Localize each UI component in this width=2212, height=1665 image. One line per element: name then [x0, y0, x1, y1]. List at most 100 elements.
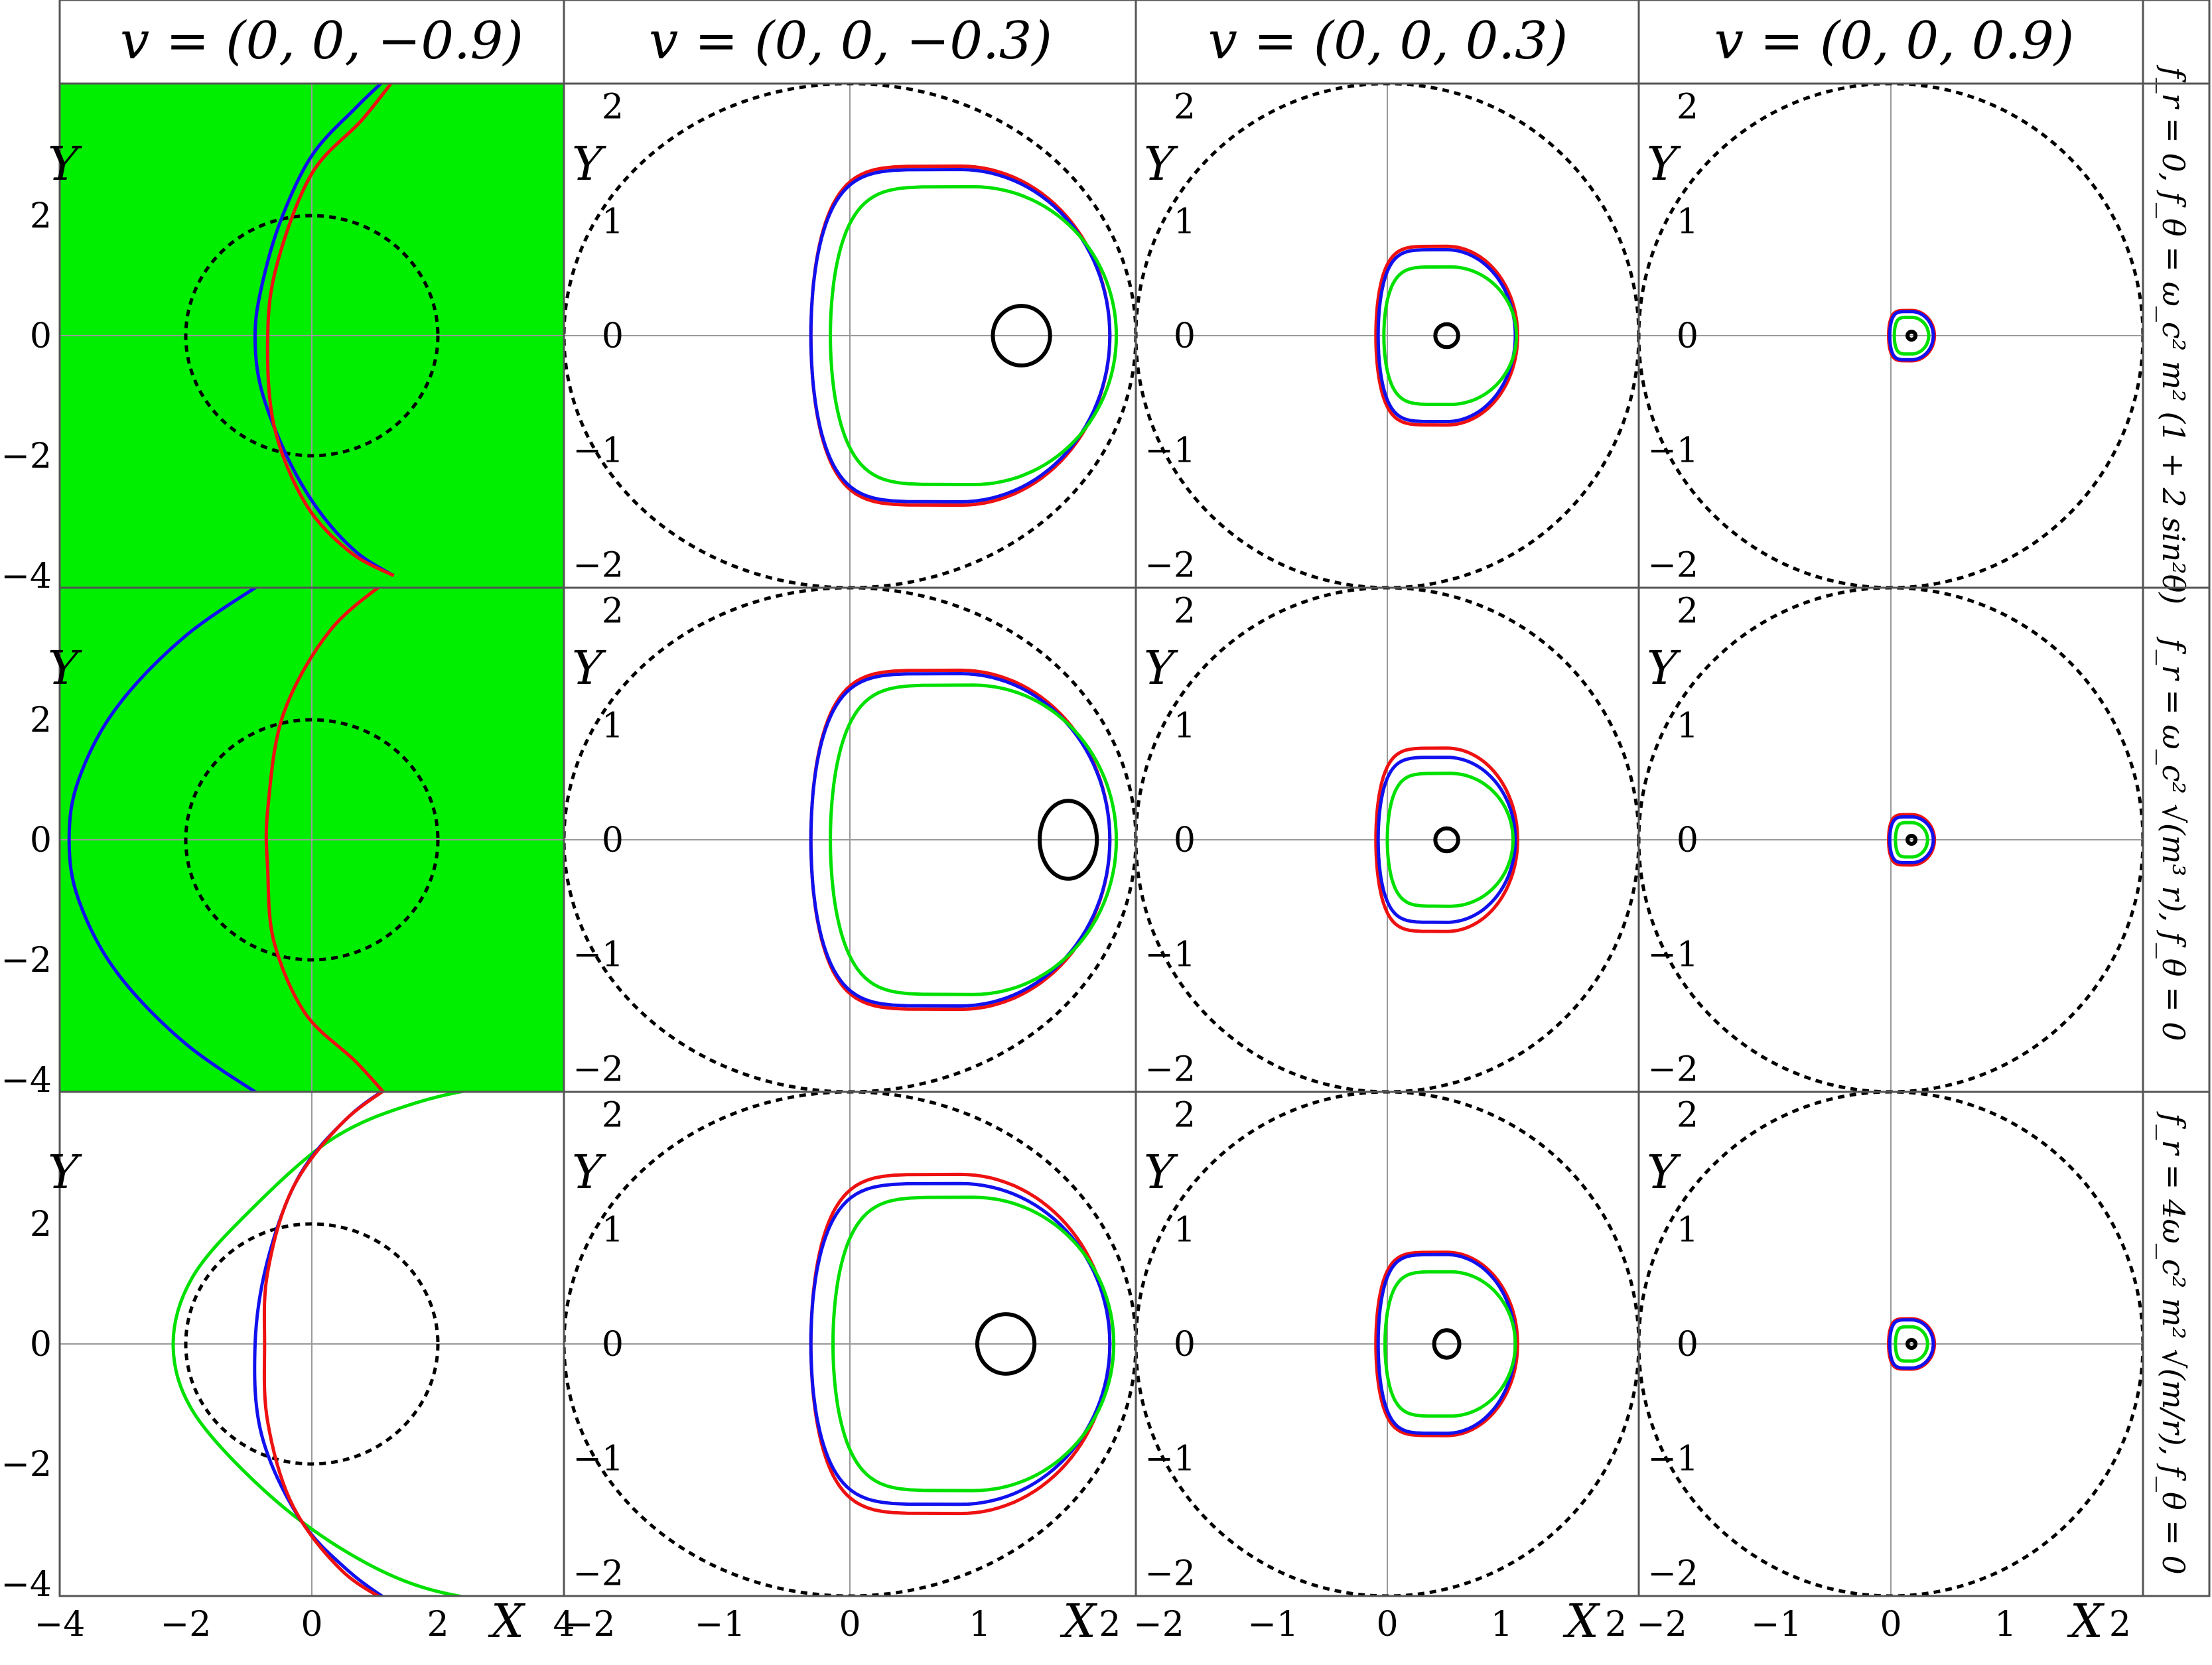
y-tick-label-r3c1: −4 — [1, 1565, 52, 1605]
y-tick-label-r3c2: 2 — [602, 1096, 624, 1136]
row-label-1: f_r = 0, f_θ = ω_c² m² (1 + 2 sin²θ) — [2156, 65, 2191, 605]
x-tick-label-r3c3: −1 — [1247, 1605, 1298, 1644]
x-tick-label-r3c3: 2 — [1605, 1605, 1627, 1644]
x-tick-label-r3c4: 0 — [1880, 1605, 1901, 1644]
y-tick-label-r3c3: 2 — [1174, 1096, 1196, 1136]
x-tick-label-r3c4: −1 — [1751, 1605, 1802, 1644]
panel-r1c3 — [1136, 84, 1639, 588]
series-blue-r2c4 — [1888, 815, 1935, 864]
panel-r3c2 — [564, 1092, 1136, 1596]
y-axis-label-r2c3: Y — [1144, 641, 1178, 695]
x-tick-label-r3c2: −2 — [565, 1605, 616, 1644]
plot-area-r1c3 — [1136, 84, 1639, 588]
y-tick-label-r3c4: −2 — [1647, 1554, 1698, 1593]
y-tick-label-r3c4: 2 — [1677, 1096, 1698, 1136]
dashed-circle-r1c1 — [184, 214, 440, 458]
y-tick-label-r2c1: 0 — [30, 821, 52, 860]
y-tick-label-r2c3: 2 — [1174, 592, 1196, 632]
plot-area-r3c3 — [1136, 1092, 1639, 1596]
series-green-r2c4 — [1894, 821, 1929, 859]
series-green-r2c2 — [829, 683, 1119, 996]
series-black-r3c2 — [975, 1312, 1037, 1376]
x-axis-label-r3c1: X — [488, 1594, 526, 1648]
x-tick-label-r3c3: 0 — [1376, 1605, 1398, 1644]
column-title-1: v = (0, 0, −0.9) — [120, 11, 523, 71]
row-labels: f_r = 0, f_θ = ω_c² m² (1 + 2 sin²θ) f_r… — [2156, 65, 2191, 1575]
y-tick-label-r1c1: −2 — [1, 436, 52, 476]
y-tick-label-r1c3: 1 — [1174, 202, 1196, 241]
y-tick-label-r3c3: −1 — [1144, 1439, 1196, 1479]
row-label-3: f_r = 4ω_c² m² √(m/r), f_θ = 0 — [2156, 1111, 2191, 1574]
y-tick-label-r2c1: −2 — [1, 941, 52, 980]
y-axis-label-r2c2: Y — [572, 641, 606, 695]
y-tick-label-r1c1: 2 — [30, 196, 52, 236]
y-tick-label-r1c4: 1 — [1677, 202, 1698, 241]
plot-area-r2c4 — [1639, 588, 2143, 1092]
y-tick-label-r1c3: −1 — [1144, 431, 1196, 471]
x-axis-label-r3c4: X — [2067, 1594, 2105, 1648]
series-red-r2c3 — [1374, 746, 1519, 933]
y-tick-label-r2c3: 1 — [1174, 706, 1196, 746]
y-tick-label-r2c4: 1 — [1677, 706, 1698, 746]
y-tick-label-r1c4: −2 — [1647, 545, 1698, 585]
y-tick-label-r2c2: 1 — [602, 706, 624, 746]
series-green-r3c4 — [1894, 1325, 1929, 1363]
panel-r2c1 — [60, 588, 564, 1092]
y-tick-label-r1c3: 2 — [1174, 88, 1196, 127]
series-blue-r1c4 — [1888, 310, 1935, 362]
series-green-r2c3 — [1385, 771, 1515, 908]
y-axis-label-r2c4: Y — [1647, 641, 1681, 695]
series-green-r1c4 — [1892, 315, 1931, 356]
plot-area-r1c2 — [564, 84, 1136, 588]
row-label-2: f_r = ω_c² √(m³ r), f_θ = 0 — [2156, 636, 2191, 1041]
series-red-r3c1 — [262, 1092, 385, 1596]
y-tick-label-r1c2: −2 — [573, 545, 624, 585]
y-tick-label-r2c2: −1 — [573, 935, 624, 975]
y-tick-label-r1c2: 1 — [602, 202, 624, 241]
y-tick-label-r2c4: −2 — [1647, 1049, 1698, 1089]
plot-area-r3c2 — [564, 1092, 1136, 1596]
y-tick-label-r3c2: 0 — [602, 1325, 624, 1365]
series-black-r1c4 — [1905, 329, 1918, 342]
x-tick-label-r3c2: 2 — [1099, 1605, 1121, 1644]
y-tick-label-r3c2: −1 — [573, 1439, 624, 1479]
series-blue-r2c3 — [1376, 756, 1517, 924]
plot-area-r2c1 — [60, 588, 564, 1092]
y-tick-label-r3c2: 1 — [602, 1210, 624, 1250]
y-tick-label-r1c4: −1 — [1647, 431, 1698, 471]
panel-r2c2 — [564, 588, 1136, 1092]
y-tick-label-r2c4: 2 — [1677, 592, 1698, 632]
y-tick-label-r2c2: −2 — [573, 1049, 624, 1089]
y-tick-label-r2c1: −4 — [1, 1061, 52, 1100]
column-title-4: v = (0, 0, 0.9) — [1714, 11, 2074, 71]
y-tick-label-r1c2: 2 — [602, 88, 624, 127]
panel-r1c1 — [60, 84, 564, 588]
y-tick-label-r3c4: 1 — [1677, 1210, 1698, 1250]
y-axis-label-r3c3: Y — [1144, 1145, 1178, 1199]
y-tick-label-r1c1: −4 — [1, 557, 52, 596]
y-axis-label-r1c1: Y — [48, 137, 82, 191]
figure-frame — [58, 0, 2211, 1597]
x-axis-label-r3c2: X — [1060, 1594, 1098, 1648]
y-tick-label-r1c2: 0 — [602, 316, 624, 356]
series-blue-r3c2 — [809, 1181, 1112, 1506]
series-green-r3c1 — [171, 1092, 470, 1596]
y-tick-label-r1c1: 0 — [30, 316, 52, 356]
y-axis-label-r1c2: Y — [572, 137, 606, 191]
series-black-r3c4 — [1905, 1337, 1918, 1351]
plot-area-r3c4 — [1639, 1092, 2143, 1596]
panel-r1c4 — [1639, 84, 2143, 588]
y-axis-label-r3c2: Y — [572, 1145, 606, 1199]
x-tick-label-r3c1: −2 — [161, 1605, 212, 1644]
y-tick-label-r1c4: 2 — [1677, 88, 1698, 127]
x-axis-label-r3c3: X — [1562, 1594, 1601, 1648]
x-tick-label-r3c3: 1 — [1491, 1605, 1513, 1644]
series-red-r3c3 — [1374, 1250, 1519, 1437]
series-red-r2c1 — [264, 588, 386, 1092]
series-green-r1c2 — [829, 185, 1119, 486]
y-tick-label-r1c4: 0 — [1677, 316, 1698, 356]
series-black-r2c4 — [1905, 833, 1918, 846]
panel-r3c4 — [1639, 1092, 2143, 1596]
series-blue-r3c3 — [1376, 1252, 1517, 1435]
series-blue-r3c4 — [1888, 1318, 1935, 1370]
